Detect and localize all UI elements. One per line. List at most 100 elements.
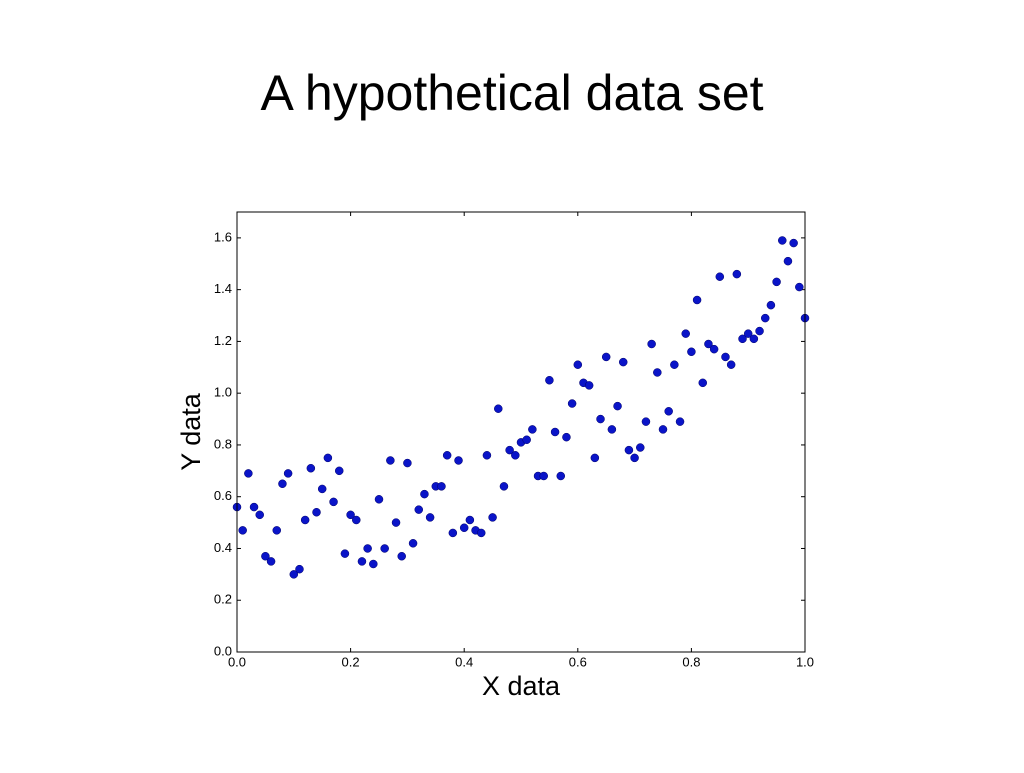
point [357,557,367,566]
x-tick-label: 1.0 [796,654,814,669]
point [414,505,424,514]
point [295,564,304,574]
y-tick-label: 1.0 [214,385,232,400]
point [709,344,719,354]
point [482,451,492,460]
point [442,451,452,460]
point [300,515,310,525]
point [601,352,611,362]
point [545,375,554,385]
point [306,463,316,473]
point [283,469,293,478]
point [681,329,690,338]
point [511,451,520,460]
point [772,277,781,287]
point [584,381,594,390]
point [380,544,389,553]
point [607,425,617,434]
point [664,407,673,416]
point [658,425,668,434]
point [448,528,458,538]
point [539,471,548,481]
x-axis-label: X data [482,671,561,701]
point [494,404,503,413]
point [562,432,571,442]
point [732,269,742,279]
point [641,417,651,426]
x-tick-label: 0.4 [455,654,473,669]
point [255,510,264,520]
plot-frame [236,211,806,653]
point [783,256,793,266]
x-tick-label: 0.8 [682,654,700,669]
point [408,539,418,548]
point [352,515,361,525]
point [454,456,463,465]
point [766,300,776,310]
y-tick-label: 0.8 [214,436,232,451]
point [630,453,639,463]
y-tick-label: 1.2 [214,333,232,348]
point [556,471,566,481]
point [721,352,730,362]
y-tick-label: 1.4 [214,281,232,296]
point [522,435,531,445]
point [420,489,429,499]
point [726,360,736,369]
point [624,445,634,455]
point [789,238,798,248]
point [272,526,282,535]
point [743,329,753,338]
y-tick-label: 1.6 [214,229,232,244]
y-tick-label: 0.2 [214,592,232,607]
point [653,368,662,377]
point [590,453,600,463]
point [465,515,475,525]
y-tick-label: 0.4 [214,540,232,555]
point [244,469,253,478]
point [278,479,287,489]
point [403,458,412,468]
point [755,326,764,336]
point [363,544,372,553]
point [760,313,770,323]
slide-title: A hypothetical data set [260,65,763,121]
point [573,360,583,369]
point [386,456,395,465]
point [687,347,696,357]
point [675,417,685,426]
point [778,236,787,245]
point [346,510,355,520]
y-tick-label: 0.6 [214,488,232,503]
y-axis-label: Y data [176,392,206,471]
point [323,453,333,463]
point [334,466,344,476]
point [692,295,702,305]
point [459,523,469,533]
x-tick-label: 0.2 [342,654,360,669]
point [266,557,276,566]
point [596,414,605,424]
point [312,507,321,517]
x-tick-label: 0.6 [569,654,587,669]
point [704,339,713,349]
point [698,378,708,388]
point [289,570,299,579]
y-tick-label: 0.0 [214,643,232,658]
point [437,482,446,491]
point [505,445,514,455]
x-tick-label: 0.0 [228,654,246,669]
point [476,528,486,538]
point [340,549,350,558]
point [374,495,384,504]
point [715,272,725,281]
point [567,399,577,408]
point [488,513,497,522]
point [647,339,656,349]
point [317,484,327,494]
point [499,482,509,491]
point [249,502,259,512]
point [670,360,679,369]
point [528,425,537,434]
